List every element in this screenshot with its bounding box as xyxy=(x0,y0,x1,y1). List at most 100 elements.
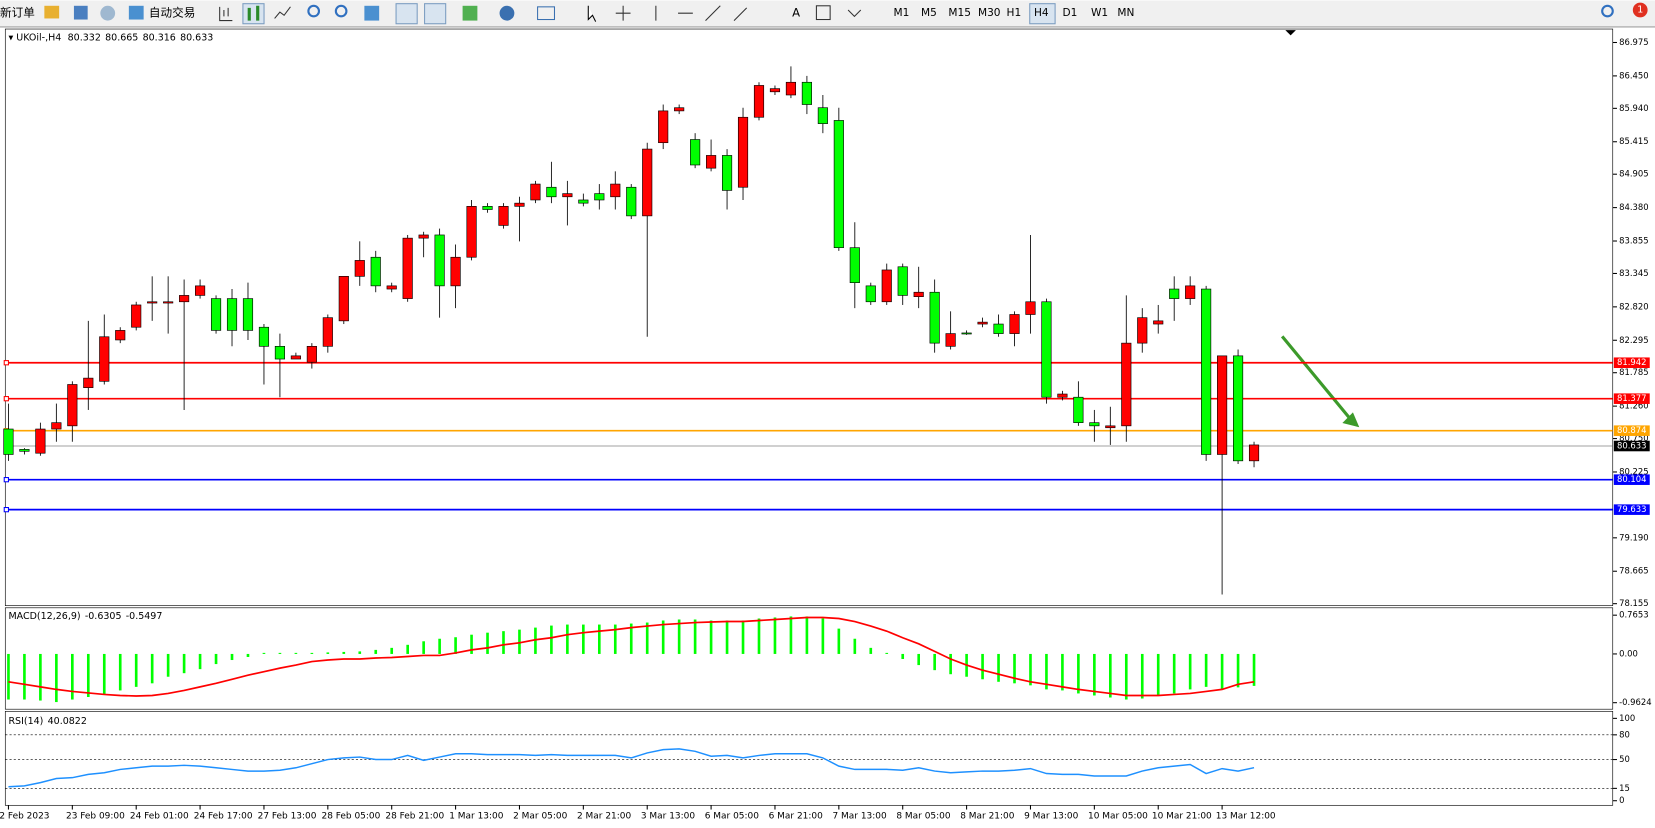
icon[interactable] xyxy=(44,5,60,19)
candle-body xyxy=(929,291,940,344)
rsi-header: RSI(14) 40.0822 xyxy=(8,715,86,726)
candle-body xyxy=(226,298,238,331)
x-tick-label: 6 Mar 21:00 xyxy=(769,811,823,821)
candle-body xyxy=(578,199,589,204)
macd-signal xyxy=(8,616,1255,697)
candle-body xyxy=(195,285,206,296)
candle-body xyxy=(482,206,493,210)
macd-name: MACD(12,26,9) xyxy=(8,611,80,622)
timeframe-button[interactable]: M1 xyxy=(894,7,910,19)
text-tool[interactable]: A xyxy=(792,6,800,20)
icon[interactable] xyxy=(100,5,116,21)
timeframe-button[interactable]: W1 xyxy=(1091,7,1108,19)
indicators[interactable] xyxy=(462,5,478,21)
candle-body xyxy=(753,85,765,118)
chart-shift[interactable] xyxy=(424,3,447,25)
candle-body xyxy=(1169,288,1180,299)
x-tick-label: 8 Mar 21:00 xyxy=(960,811,1014,821)
label-tool[interactable] xyxy=(815,5,831,21)
zoom-in[interactable] xyxy=(307,4,321,18)
periods[interactable] xyxy=(499,5,515,21)
level-box xyxy=(1613,504,1650,515)
candle-body xyxy=(322,317,333,347)
candle-body xyxy=(530,183,541,201)
level-label: 80.874 xyxy=(1617,425,1647,435)
high: 80.665 xyxy=(105,32,138,43)
new-order-button[interactable]: 新订单 xyxy=(0,6,35,20)
rsi-line xyxy=(8,748,1255,788)
timeframe-button[interactable]: H4 xyxy=(1034,7,1049,19)
level-label: 81.377 xyxy=(1617,393,1647,403)
candle-body xyxy=(514,202,525,207)
level-handle xyxy=(3,477,9,483)
search[interactable] xyxy=(1601,4,1614,18)
level-label: 80.104 xyxy=(1617,474,1647,484)
level-box xyxy=(1613,357,1650,369)
candle-body xyxy=(258,326,270,347)
x-tick-label: 24 Feb 17:00 xyxy=(194,811,253,821)
timeframe-button[interactable]: M15 xyxy=(948,7,971,19)
candle-body xyxy=(179,295,190,303)
cursor[interactable] xyxy=(587,5,597,22)
candle-body xyxy=(163,301,174,304)
y-tick-label: 15 xyxy=(1619,783,1630,793)
trend-arrow xyxy=(1280,335,1354,422)
y-tick-label: 83.345 xyxy=(1619,268,1649,278)
candle-icon-active[interactable] xyxy=(242,3,265,25)
candle-body xyxy=(3,428,14,455)
rsi-name: RSI(14) xyxy=(8,715,43,726)
y-tick-label: 0.00 xyxy=(1619,648,1638,658)
candle-body xyxy=(897,266,908,296)
notification-badge[interactable] xyxy=(1632,2,1648,18)
x-tick-label: 28 Feb 21:00 xyxy=(385,811,444,821)
candle-body xyxy=(833,120,844,249)
y-tick-label: 86.450 xyxy=(1619,70,1649,80)
collapse: ▾ xyxy=(8,32,16,43)
timeframe-button[interactable]: M30 xyxy=(978,7,1001,19)
x-tick-label: 27 Feb 13:00 xyxy=(258,811,317,821)
zoom-out[interactable] xyxy=(334,4,348,18)
timeframe-button[interactable]: M5 xyxy=(921,7,937,19)
candle-body xyxy=(131,304,142,328)
candle-body xyxy=(801,81,812,105)
candle-icon[interactable] xyxy=(247,5,260,21)
symbol: UKOil-,H4 xyxy=(16,32,61,43)
candle-body xyxy=(642,148,653,217)
x-tick-label: 22 Feb 2023 xyxy=(0,811,49,821)
draw-tools[interactable] xyxy=(655,5,748,21)
candle-body xyxy=(67,384,78,427)
candle-body xyxy=(338,276,349,322)
auto-trading-button[interactable]: 自动交易 xyxy=(149,6,195,20)
candle-body xyxy=(1121,342,1132,427)
candle-body xyxy=(115,330,126,341)
timeframe-button[interactable]: H1 xyxy=(1007,7,1022,19)
templates[interactable] xyxy=(537,6,556,21)
bar-chart-icon[interactable] xyxy=(219,6,233,22)
timeframe-button[interactable]: D1 xyxy=(1062,7,1077,19)
candle-body xyxy=(290,355,301,360)
auto-trading-icon[interactable] xyxy=(128,5,144,20)
candle-body xyxy=(1073,396,1084,423)
candle-body xyxy=(913,291,924,297)
candle-body xyxy=(658,110,669,144)
arrows-tool[interactable] xyxy=(847,9,862,18)
shift-marker xyxy=(1285,30,1296,36)
candle-body xyxy=(466,206,477,258)
candle-body xyxy=(1248,444,1260,462)
candle-body xyxy=(418,234,429,239)
tile-icon[interactable] xyxy=(364,5,380,21)
autoscroll[interactable] xyxy=(395,3,418,25)
macd-header: MACD(12,26,9) -0.6305 -0.5497 xyxy=(8,611,162,622)
timeframe-button[interactable]: MN xyxy=(1117,7,1134,19)
candle-body xyxy=(769,88,781,93)
crosshair[interactable] xyxy=(615,5,631,21)
level-box xyxy=(1613,393,1650,404)
icon[interactable] xyxy=(73,5,88,20)
candle-body xyxy=(674,107,685,112)
candle-body xyxy=(626,186,637,217)
line-icon[interactable] xyxy=(274,6,291,19)
y-tick-label: -0.9624 xyxy=(1619,697,1652,707)
level-label: 81.942 xyxy=(1617,357,1647,367)
trend-arrow-head xyxy=(1342,412,1360,428)
